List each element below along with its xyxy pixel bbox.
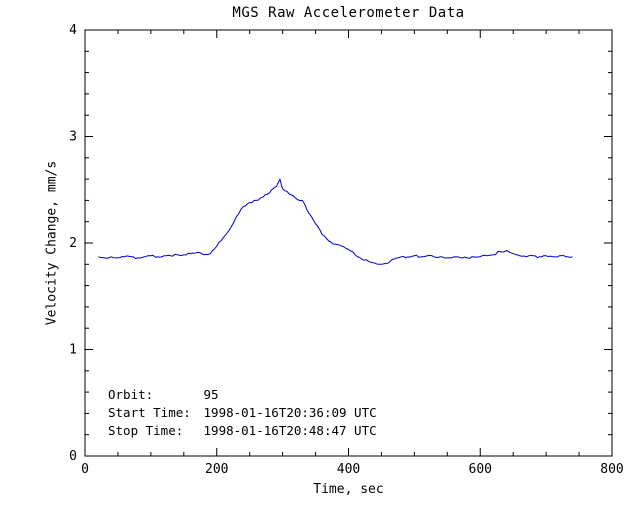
y-tick-label: 4 (69, 23, 77, 38)
orbit-label: Orbit: (108, 387, 154, 402)
stop-time-value: 1998-01-16T20:48:47 UTC (203, 423, 377, 438)
x-tick-label: 0 (81, 462, 89, 477)
y-tick-label: 1 (69, 343, 77, 358)
annotation-orbit: Orbit: 95 (108, 386, 377, 404)
start-time-value: 1998-01-16T20:36:09 UTC (203, 405, 377, 420)
x-tick-label: 400 (337, 462, 360, 477)
annotation-stop-time: Stop Time: 1998-01-16T20:48:47 UTC (108, 422, 377, 440)
y-tick-label: 2 (69, 236, 77, 251)
annotation-start-time: Start Time: 1998-01-16T20:36:09 UTC (108, 404, 377, 422)
annotation-block: Orbit: 95 Start Time: 1998-01-16T20:36:0… (108, 386, 377, 440)
velocity-line-series (98, 178, 573, 265)
y-tick-label: 3 (69, 130, 77, 145)
orbit-value: 95 (203, 387, 219, 402)
tick-labels: 0 200 400 600 800 0 1 2 3 4 (69, 23, 624, 477)
x-tick-label: 600 (469, 462, 492, 477)
x-tick-label: 200 (205, 462, 228, 477)
chart-title: MGS Raw Accelerometer Data (232, 5, 465, 21)
x-tick-label: 800 (600, 462, 623, 477)
x-axis-label: Time, sec (313, 482, 384, 497)
start-time-label: Start Time: (108, 405, 191, 420)
stop-time-label: Stop Time: (108, 423, 184, 438)
axis-ticks (84, 29, 613, 457)
y-tick-label: 0 (69, 449, 77, 464)
